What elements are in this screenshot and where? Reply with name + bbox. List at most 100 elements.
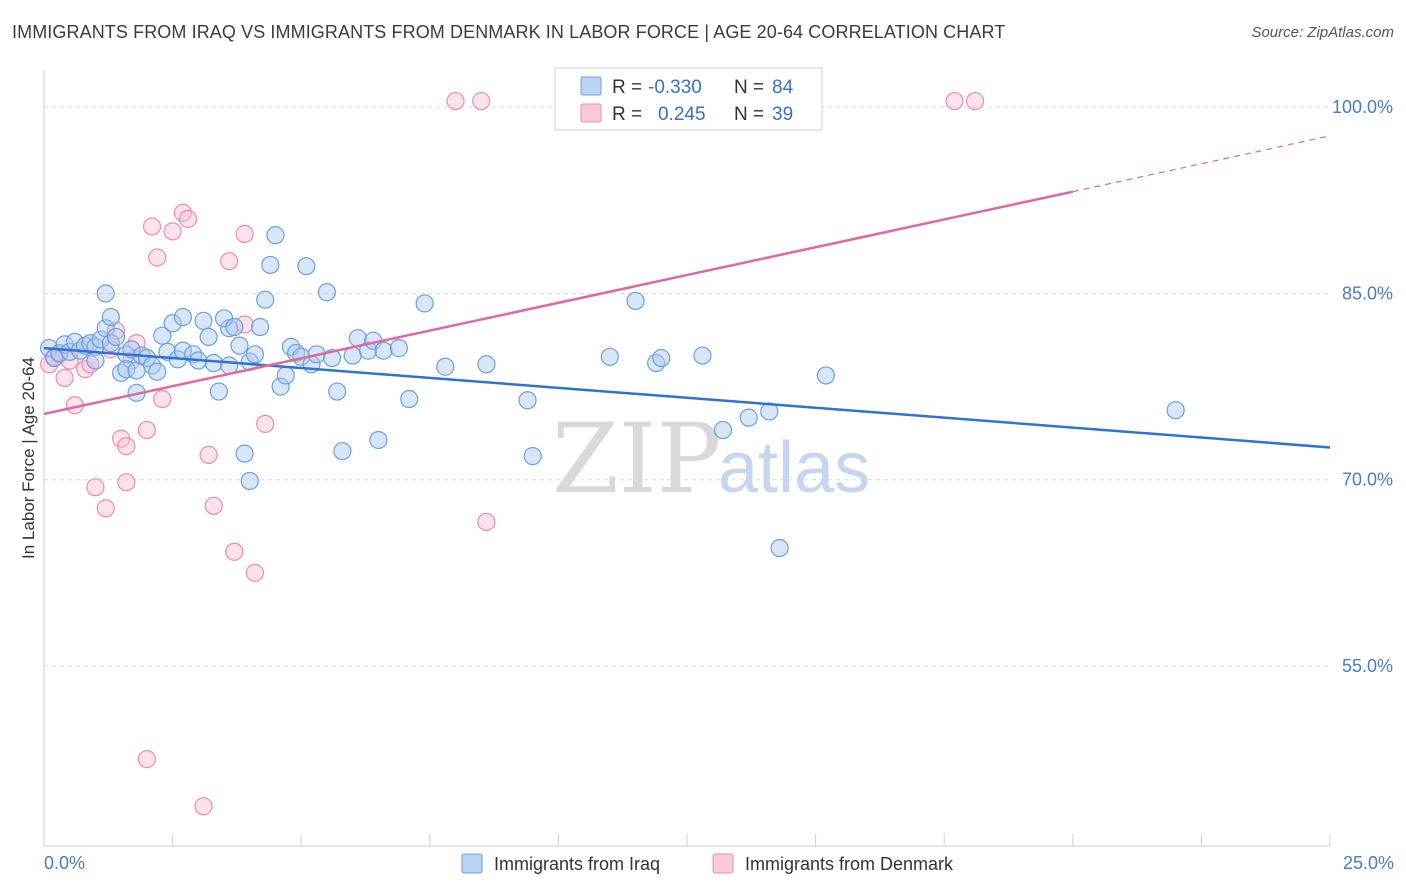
series-iraq-points	[40, 226, 1185, 558]
iraq-point-73	[436, 357, 455, 376]
iraq-trend-line	[43, 346, 1331, 449]
series-legend-swatch-denmark	[712, 853, 734, 874]
iraq-point-80	[652, 348, 671, 368]
denmark-point-23	[204, 496, 223, 515]
iraq-point-72	[415, 294, 434, 313]
legend-r-label-iraq: R =	[612, 77, 642, 98]
y-axis-label: In Labor Force | Age 20-64	[19, 357, 38, 559]
iraq-point-37	[204, 353, 223, 373]
legend-r-value-iraq: -0.330	[648, 77, 702, 98]
iraq-point-35	[194, 311, 213, 330]
legend-r-value-denmark: 0.245	[658, 104, 706, 125]
iraq-point-87	[1166, 401, 1185, 420]
iraq-point-32	[173, 307, 192, 327]
iraq-point-27	[153, 326, 172, 345]
correlation-legend: R = -0.330 N = 84 R = 0.245 N = 39	[554, 67, 823, 131]
x-tick-label-right: 25.0%	[1343, 853, 1394, 873]
iraq-point-66	[358, 341, 378, 360]
y-tick-labels: 100.0% 85.0% 70.0% 55.0%	[1332, 97, 1393, 676]
iraq-point-70	[389, 339, 409, 358]
iraq-point-45	[240, 471, 259, 491]
legend-r-label-denmark: R =	[612, 104, 642, 125]
denmark-point-24	[220, 252, 239, 271]
iraq-point-79	[647, 353, 666, 373]
denmark-point-7	[86, 478, 105, 497]
denmark-point-13	[117, 473, 136, 492]
denmark-point-22	[199, 445, 218, 464]
iraq-point-81	[693, 346, 712, 365]
iraq-point-42	[225, 317, 244, 337]
iraq-point-68	[369, 430, 388, 450]
series-legend-label-denmark: Immigrants from Denmark	[745, 854, 954, 874]
iraq-point-60	[317, 283, 337, 302]
denmark-point-21	[178, 209, 198, 229]
x-tick-label-left: 0.0%	[44, 853, 85, 873]
iraq-point-11	[86, 351, 105, 370]
denmark-point-36	[477, 512, 496, 532]
denmark-point-17	[148, 248, 167, 267]
iraq-point-52	[271, 377, 290, 396]
denmark-point-19	[163, 222, 182, 241]
denmark-trend-extension	[1072, 135, 1331, 193]
watermark: ZIP atlas	[552, 403, 870, 515]
legend-n-label-iraq: N =	[734, 77, 764, 98]
iraq-point-43	[230, 336, 249, 355]
series-legend-swatch-iraq	[461, 853, 483, 874]
denmark-point-16	[142, 217, 162, 236]
iraq-point-85	[816, 366, 835, 385]
y-tick-label-3: 55.0%	[1342, 656, 1393, 676]
iraq-point-36	[199, 327, 218, 347]
legend-swatch-denmark	[580, 103, 602, 123]
gridlines	[44, 106, 1330, 667]
denmark-point-34	[945, 91, 964, 111]
iraq-point-49	[256, 290, 275, 309]
iraq-point-57	[297, 257, 316, 276]
iraq-point-84	[713, 420, 733, 440]
iraq-point-16	[106, 327, 126, 347]
denmark-point-30	[137, 749, 156, 769]
y-tick-label-0: 100.0%	[1332, 97, 1393, 117]
watermark-zip: ZIP	[552, 403, 721, 515]
legend-n-value-denmark: 39	[772, 104, 793, 125]
iraq-point-63	[333, 442, 352, 461]
iraq-point-48	[250, 317, 270, 337]
denmark-point-31	[194, 797, 213, 816]
iraq-point-29	[163, 314, 182, 333]
iraq-point-74	[477, 355, 496, 374]
iraq-point-14	[101, 307, 120, 327]
iraq-point-76	[523, 447, 542, 466]
legend-n-value-iraq: 84	[772, 77, 794, 98]
denmark-point-3	[55, 368, 74, 388]
y-tick-label-2: 70.0%	[1342, 470, 1393, 490]
series-legend: Immigrants from Iraq Immigrants from Den…	[461, 853, 954, 874]
iraq-point-69	[374, 341, 393, 360]
iraq-point-26	[148, 362, 167, 381]
iraq-point-47	[245, 345, 265, 364]
denmark-point-18	[153, 389, 172, 409]
iraq-point-10	[91, 330, 110, 349]
iraq-point-75	[518, 391, 537, 410]
iraq-point-78	[626, 291, 645, 311]
chart-title: IMMIGRANTS FROM IRAQ VS IMMIGRANTS FROM …	[12, 22, 1006, 42]
iraq-point-51	[266, 226, 285, 245]
denmark-trend-line	[43, 190, 1074, 416]
iraq-point-86	[770, 538, 789, 558]
iraq-point-71	[400, 389, 419, 409]
legend-n-label-denmark: N =	[734, 104, 764, 125]
x-axis-ticks	[43, 834, 1331, 846]
denmark-point-28	[245, 563, 265, 582]
iraq-point-53	[276, 366, 295, 385]
iraq-point-44	[235, 444, 254, 463]
legend-swatch-iraq	[580, 76, 602, 96]
series-legend-label-iraq: Immigrants from Iraq	[494, 854, 660, 874]
iraq-point-38	[209, 382, 228, 401]
denmark-point-8	[96, 499, 115, 518]
trend-lines	[43, 135, 1331, 449]
watermark-atlas: atlas	[718, 428, 870, 508]
source-label: Source: ZipAtlas.com	[1251, 24, 1394, 41]
denmark-point-35	[965, 91, 985, 111]
denmark-point-29	[256, 414, 275, 433]
denmark-point-33	[446, 91, 465, 111]
denmark-point-25	[225, 542, 244, 561]
